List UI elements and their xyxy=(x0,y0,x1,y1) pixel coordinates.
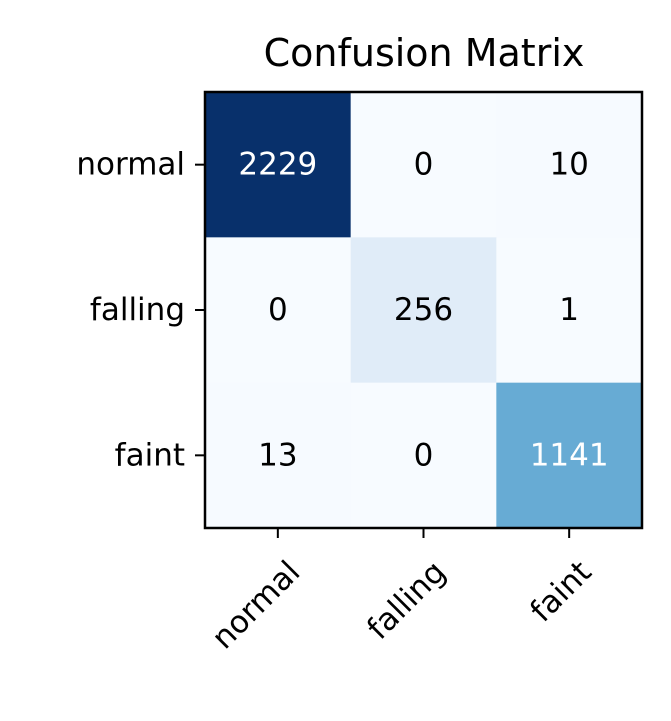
y-tick-label: normal xyxy=(76,147,185,183)
y-tick-label: falling xyxy=(90,292,185,328)
x-tick-label: faint xyxy=(523,554,598,629)
cell-value-label: 0 xyxy=(268,292,288,328)
x-tick-label: falling xyxy=(360,554,453,647)
heatmap-cell xyxy=(205,382,352,529)
cell-value-label: 10 xyxy=(549,147,588,183)
cell-value-label: 0 xyxy=(414,147,434,183)
x-axis: normal falling faint xyxy=(205,528,599,656)
cell-value-label: 1 xyxy=(559,292,579,328)
cell-value-label: 2229 xyxy=(238,147,317,183)
cell-value-label: 1141 xyxy=(530,437,609,473)
heatmap-cell xyxy=(496,237,643,384)
heatmap-cell xyxy=(205,237,352,384)
cell-value-label: 0 xyxy=(414,437,434,473)
heatmap-cell xyxy=(205,92,352,238)
heatmap-cell xyxy=(496,92,643,238)
heatmap-cell xyxy=(496,382,643,529)
y-tick-label: faint xyxy=(115,437,185,473)
heatmap-cell xyxy=(350,382,497,529)
heatmap-cells: 2229 0 10 0 256 1 13 0 1141 xyxy=(205,92,643,529)
x-tick-label: normal xyxy=(205,554,307,656)
y-axis: normal falling faint xyxy=(76,147,205,473)
heatmap-cell xyxy=(350,237,497,384)
heatmap-cell xyxy=(350,92,497,238)
chart-title: Confusion Matrix xyxy=(264,31,585,75)
cell-value-label: 13 xyxy=(258,437,297,473)
cell-value-label: 256 xyxy=(394,292,453,328)
